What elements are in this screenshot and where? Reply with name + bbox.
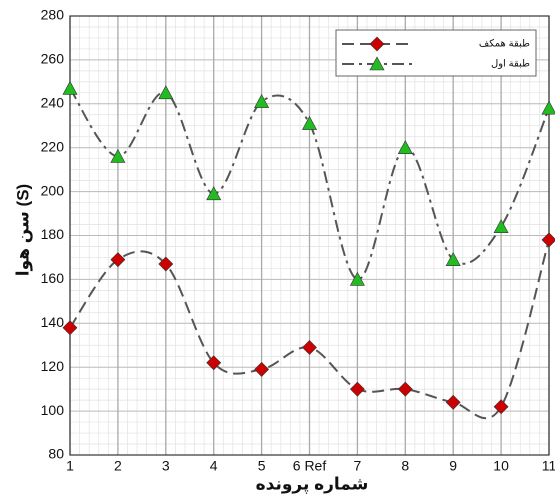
triangle-marker (158, 85, 174, 100)
x-tick-label: 8 (401, 458, 409, 474)
y-tick-label: 100 (41, 402, 65, 418)
legend-label: طبقة اول (491, 59, 530, 70)
diamond-marker (302, 340, 317, 355)
x-tick-label: 1 (66, 458, 74, 474)
triangle-marker (110, 148, 126, 163)
y-tick-label: 80 (48, 446, 64, 462)
y-tick-label: 280 (41, 7, 65, 23)
legend-label: طبقة همکف (479, 39, 530, 50)
diamond-marker (369, 36, 385, 52)
diamond-marker (62, 320, 78, 336)
x-tick-label: 9 (449, 458, 457, 474)
diamond-marker (110, 252, 126, 268)
x-tick-label: 10 (493, 458, 509, 474)
x-axis-label: شماره پرونده (256, 474, 369, 494)
diamond-marker (445, 394, 461, 410)
diamond-marker (254, 361, 270, 377)
triangle-marker (349, 271, 365, 286)
diamond-marker (158, 256, 174, 272)
y-tick-label: 260 (41, 51, 65, 67)
x-tick-label: 5 (258, 458, 266, 474)
y-tick-label: 220 (41, 138, 65, 154)
x-tick-label: 11 (542, 458, 555, 474)
y-tick-label: 240 (41, 95, 65, 111)
triangle-marker (493, 219, 509, 234)
triangle-marker (369, 56, 385, 71)
x-tick-label: 7 (354, 458, 362, 474)
x-tick-label: 2 (114, 458, 122, 474)
triangle-marker (62, 80, 78, 95)
x-tick-label: 3 (162, 458, 170, 474)
diamond-marker (349, 381, 365, 397)
y-axis-label: سن هوا (S) (13, 184, 33, 276)
grid (69, 15, 550, 456)
x-tick-label: 4 (210, 458, 218, 474)
y-tick-label: 140 (41, 314, 65, 330)
triangle-marker (445, 252, 461, 266)
triangle-marker (541, 100, 555, 115)
y-tick-label: 180 (41, 226, 65, 242)
legend-box (335, 29, 537, 77)
x-tick-label: 6 Ref (293, 458, 327, 474)
diamond-marker (206, 355, 222, 371)
y-tick-label: 160 (41, 270, 65, 286)
y-tick-label: 120 (41, 358, 65, 374)
triangle-marker (397, 140, 413, 154)
diamond-marker (397, 381, 413, 397)
triangle-marker (254, 93, 270, 108)
diamond-marker (541, 232, 555, 248)
triangle-marker (301, 115, 318, 130)
series-line (69, 87, 550, 281)
diamond-marker (493, 399, 509, 415)
triangle-marker (206, 186, 222, 201)
y-tick-label: 200 (41, 182, 65, 198)
